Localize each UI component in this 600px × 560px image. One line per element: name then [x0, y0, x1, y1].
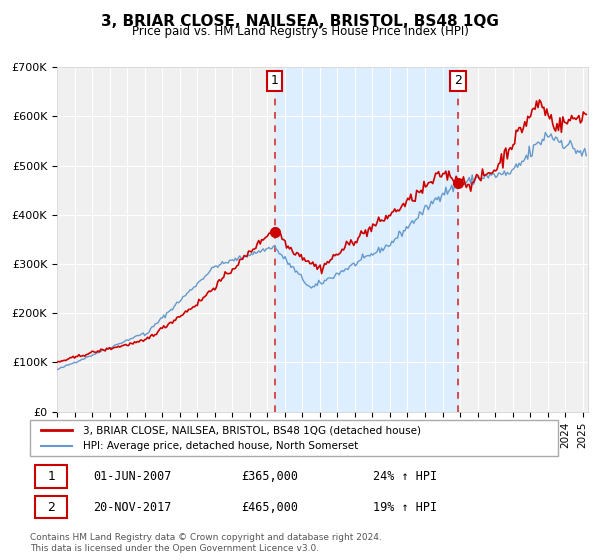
Text: 2: 2 — [454, 74, 462, 87]
Text: 3, BRIAR CLOSE, NAILSEA, BRISTOL, BS48 1QG: 3, BRIAR CLOSE, NAILSEA, BRISTOL, BS48 1… — [101, 14, 499, 29]
Text: 2: 2 — [47, 501, 55, 514]
Text: 01-JUN-2007: 01-JUN-2007 — [94, 470, 172, 483]
FancyBboxPatch shape — [30, 420, 558, 456]
Text: 24% ↑ HPI: 24% ↑ HPI — [373, 470, 437, 483]
Text: 1: 1 — [271, 74, 278, 87]
Text: £365,000: £365,000 — [241, 470, 298, 483]
Text: HPI: Average price, detached house, North Somerset: HPI: Average price, detached house, Nort… — [83, 441, 358, 451]
FancyBboxPatch shape — [35, 496, 67, 519]
Text: This data is licensed under the Open Government Licence v3.0.: This data is licensed under the Open Gov… — [30, 544, 319, 553]
Text: 3, BRIAR CLOSE, NAILSEA, BRISTOL, BS48 1QG (detached house): 3, BRIAR CLOSE, NAILSEA, BRISTOL, BS48 1… — [83, 425, 421, 435]
Text: Contains HM Land Registry data © Crown copyright and database right 2024.: Contains HM Land Registry data © Crown c… — [30, 533, 382, 542]
Text: 20-NOV-2017: 20-NOV-2017 — [94, 501, 172, 514]
Bar — [275, 67, 458, 412]
FancyBboxPatch shape — [35, 465, 67, 488]
Text: 19% ↑ HPI: 19% ↑ HPI — [373, 501, 437, 514]
Text: Price paid vs. HM Land Registry's House Price Index (HPI): Price paid vs. HM Land Registry's House … — [131, 25, 469, 38]
Text: 1: 1 — [47, 470, 55, 483]
Text: £465,000: £465,000 — [241, 501, 298, 514]
